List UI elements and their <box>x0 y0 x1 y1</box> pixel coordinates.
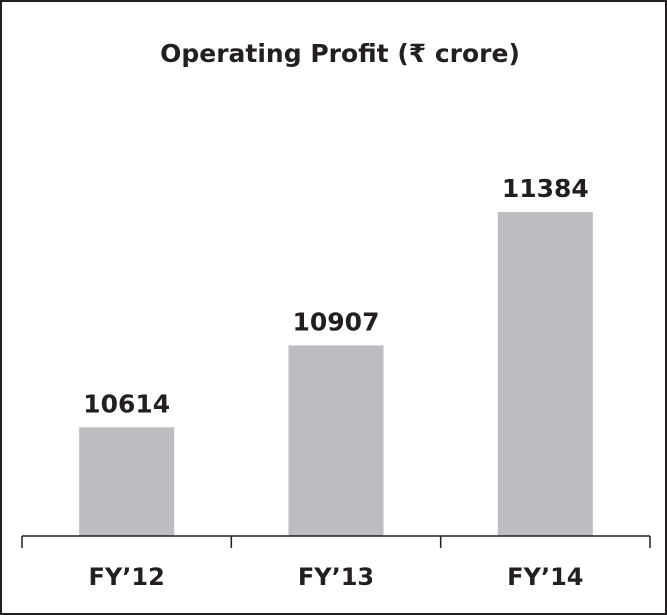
value-label: 10614 <box>83 389 170 418</box>
bar <box>79 427 175 536</box>
x-tick-label: FY’13 <box>298 563 374 591</box>
chart-title: Operating Profit (₹ crore) <box>160 39 520 68</box>
x-tick-label: FY’14 <box>507 563 583 591</box>
value-label: 11384 <box>502 174 589 203</box>
bar <box>288 345 384 536</box>
x-tick-label: FY’12 <box>89 563 165 591</box>
bar <box>497 212 593 537</box>
value-label: 10907 <box>293 307 380 336</box>
